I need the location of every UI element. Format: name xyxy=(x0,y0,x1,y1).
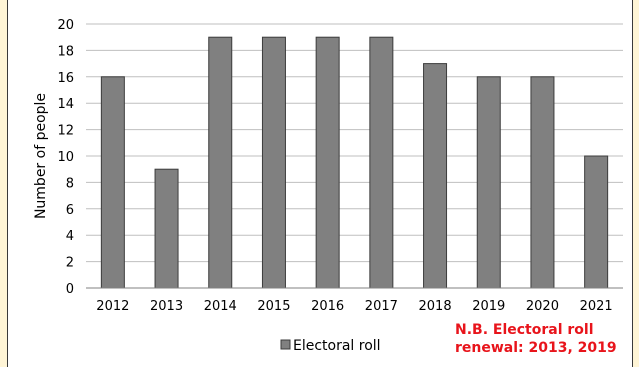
x-tick-label: 2014 xyxy=(204,299,237,314)
x-tick-label: 2012 xyxy=(96,299,129,314)
y-tick-label: 4 xyxy=(66,229,74,244)
bar-2021 xyxy=(584,155,609,289)
y-tick-label: 18 xyxy=(57,44,74,59)
x-tick-label: 2015 xyxy=(257,299,290,314)
x-tick-label: 2016 xyxy=(311,299,344,314)
x-tick-label: 2017 xyxy=(365,299,398,314)
legend-swatch xyxy=(280,339,291,350)
bars xyxy=(100,36,609,289)
y-tick-labels: 0 2 4 6 8 10 12 14 16 18 20 xyxy=(57,18,74,297)
y-tick-label: 16 xyxy=(57,71,74,86)
x-tick-label: 2021 xyxy=(580,299,613,314)
bar-2020 xyxy=(530,76,555,289)
x-tick-label: 2019 xyxy=(472,299,505,314)
renewal-note-line-2: renewal: 2013, 2019 xyxy=(455,340,617,356)
bar-2015 xyxy=(261,36,286,289)
y-tick-label: 20 xyxy=(57,18,74,33)
legend: Electoral roll xyxy=(280,338,381,354)
bar-2012 xyxy=(100,76,125,289)
bar-2019 xyxy=(476,76,501,289)
renewal-note: N.B. Electoral roll renewal: 2013, 2019 xyxy=(455,321,635,357)
bar-2014 xyxy=(208,36,233,289)
y-tick-label: 14 xyxy=(57,97,74,112)
y-tick-label: 10 xyxy=(57,150,74,165)
x-tick-label: 2018 xyxy=(419,299,452,314)
bar-2017 xyxy=(369,36,394,289)
bar-2018 xyxy=(423,63,448,289)
x-tick-labels: 2012 2013 2014 2015 2016 2017 2018 2019 2020 2021 xyxy=(96,299,612,314)
bar-2016 xyxy=(315,36,340,289)
bar-2013 xyxy=(154,168,179,289)
y-tick-label: 6 xyxy=(66,203,74,218)
y-tick-label: 12 xyxy=(57,124,74,139)
x-tick-label: 2020 xyxy=(526,299,559,314)
x-tick-label: 2013 xyxy=(150,299,183,314)
y-tick-label: 2 xyxy=(66,256,74,271)
y-tick-label: 0 xyxy=(66,282,74,297)
legend-label: Electoral roll xyxy=(293,338,381,354)
y-axis-title: Number of people xyxy=(33,93,49,219)
renewal-note-line-1: N.B. Electoral roll xyxy=(455,322,594,338)
y-tick-label: 8 xyxy=(66,176,74,191)
